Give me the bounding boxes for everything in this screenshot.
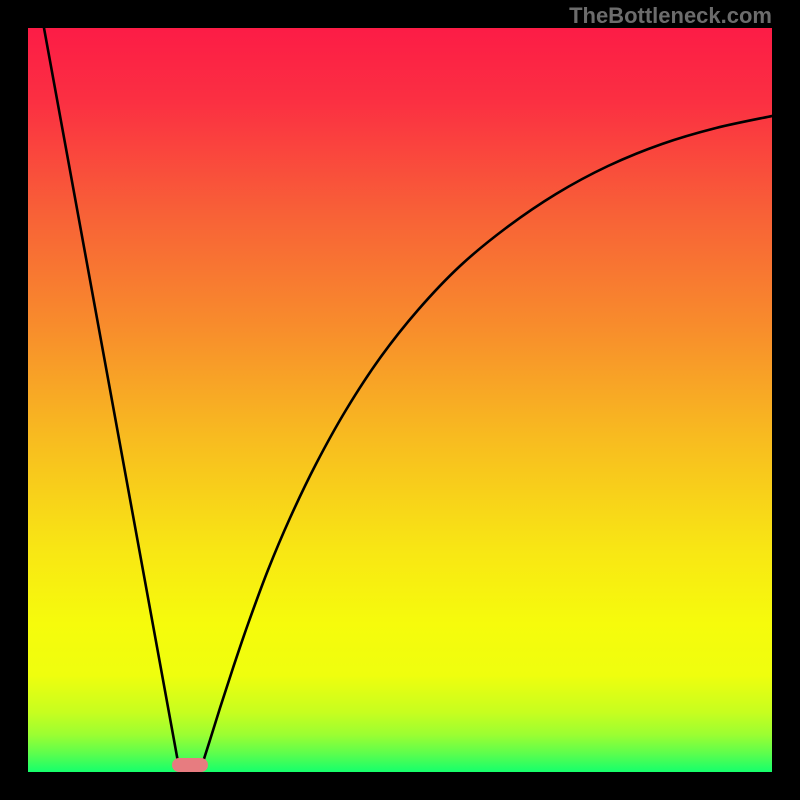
border-right: [772, 0, 800, 800]
chart-plot-area: [28, 28, 772, 772]
border-left: [0, 0, 28, 800]
border-bottom: [0, 772, 800, 800]
chart-min-marker: [172, 758, 208, 772]
chart-curve: [28, 28, 772, 772]
watermark-text: TheBottleneck.com: [569, 3, 772, 29]
